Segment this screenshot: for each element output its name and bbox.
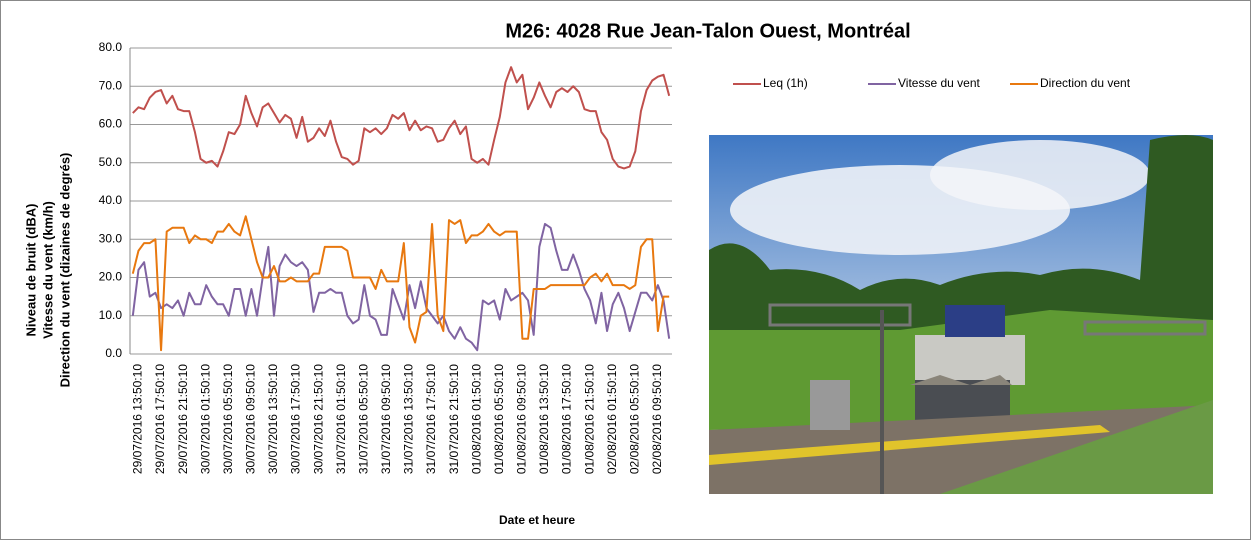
y-tick-label: 80.0 — [99, 40, 123, 54]
x-tick-label: 31/07/2016 09:50:10 — [379, 364, 393, 474]
y-tick-label: 60.0 — [99, 117, 123, 131]
x-tick-label: 30/07/2016 21:50:10 — [311, 364, 325, 474]
line-series — [131, 222, 671, 352]
line-series — [132, 66, 671, 170]
y-tick-label: 0.0 — [105, 346, 122, 360]
y-axis-title: Vitesse du vent (km/h) — [40, 201, 55, 339]
x-tick-label: 01/08/2016 01:50:10 — [469, 364, 483, 474]
x-tick-label: 31/07/2016 13:50:10 — [402, 364, 416, 474]
x-tick-label: 31/07/2016 05:50:10 — [356, 364, 370, 474]
photo — [709, 135, 1213, 494]
x-tick-label: 30/07/2016 01:50:10 — [198, 364, 212, 474]
x-tick-label: 30/07/2016 13:50:10 — [266, 364, 280, 474]
y-axis-title: Direction du vent (dizaines de degrés) — [57, 153, 72, 388]
y-tick-label: 70.0 — [99, 78, 123, 92]
x-tick-label: 01/08/2016 21:50:10 — [582, 364, 596, 474]
x-tick-label: 30/07/2016 17:50:10 — [289, 364, 303, 474]
x-tick-label: 31/07/2016 01:50:10 — [334, 364, 348, 474]
x-tick-label: 01/08/2016 05:50:10 — [492, 364, 506, 474]
y-tick-label: 40.0 — [99, 193, 123, 207]
x-tick-label: 01/08/2016 17:50:10 — [560, 364, 574, 474]
x-tick-label: 30/07/2016 09:50:10 — [244, 364, 258, 474]
x-tick-label: 01/08/2016 13:50:10 — [537, 364, 551, 474]
y-tick-label: 20.0 — [99, 270, 123, 284]
x-tick-label: 02/08/2016 01:50:10 — [605, 364, 619, 474]
x-axis-title: Date et heure — [499, 513, 575, 527]
x-tick-label: 31/07/2016 17:50:10 — [424, 364, 438, 474]
y-axis-title: Niveau de bruit (dBA) — [23, 204, 38, 337]
x-tick-label: 29/07/2016 17:50:10 — [153, 364, 167, 474]
x-tick-label: 31/07/2016 21:50:10 — [447, 364, 461, 474]
y-tick-label: 30.0 — [99, 231, 123, 245]
legend-label: Leq (1h) — [763, 76, 808, 90]
x-tick-label: 02/08/2016 09:50:10 — [650, 364, 664, 474]
legend-label: Direction du vent — [1040, 76, 1131, 90]
x-tick-label: 02/08/2016 05:50:10 — [627, 364, 641, 474]
x-tick-label: 29/07/2016 21:50:10 — [176, 364, 190, 474]
x-tick-label: 01/08/2016 09:50:10 — [515, 364, 529, 474]
x-tick-label: 29/07/2016 13:50:10 — [131, 364, 145, 474]
line-series — [131, 215, 670, 352]
y-tick-label: 10.0 — [99, 308, 123, 322]
x-tick-label: 30/07/2016 05:50:10 — [221, 364, 235, 474]
legend-label: Vitesse du vent — [898, 76, 980, 90]
chart-title: M26: 4028 Rue Jean-Talon Ouest, Montréal — [505, 20, 910, 42]
y-tick-label: 50.0 — [99, 155, 123, 169]
